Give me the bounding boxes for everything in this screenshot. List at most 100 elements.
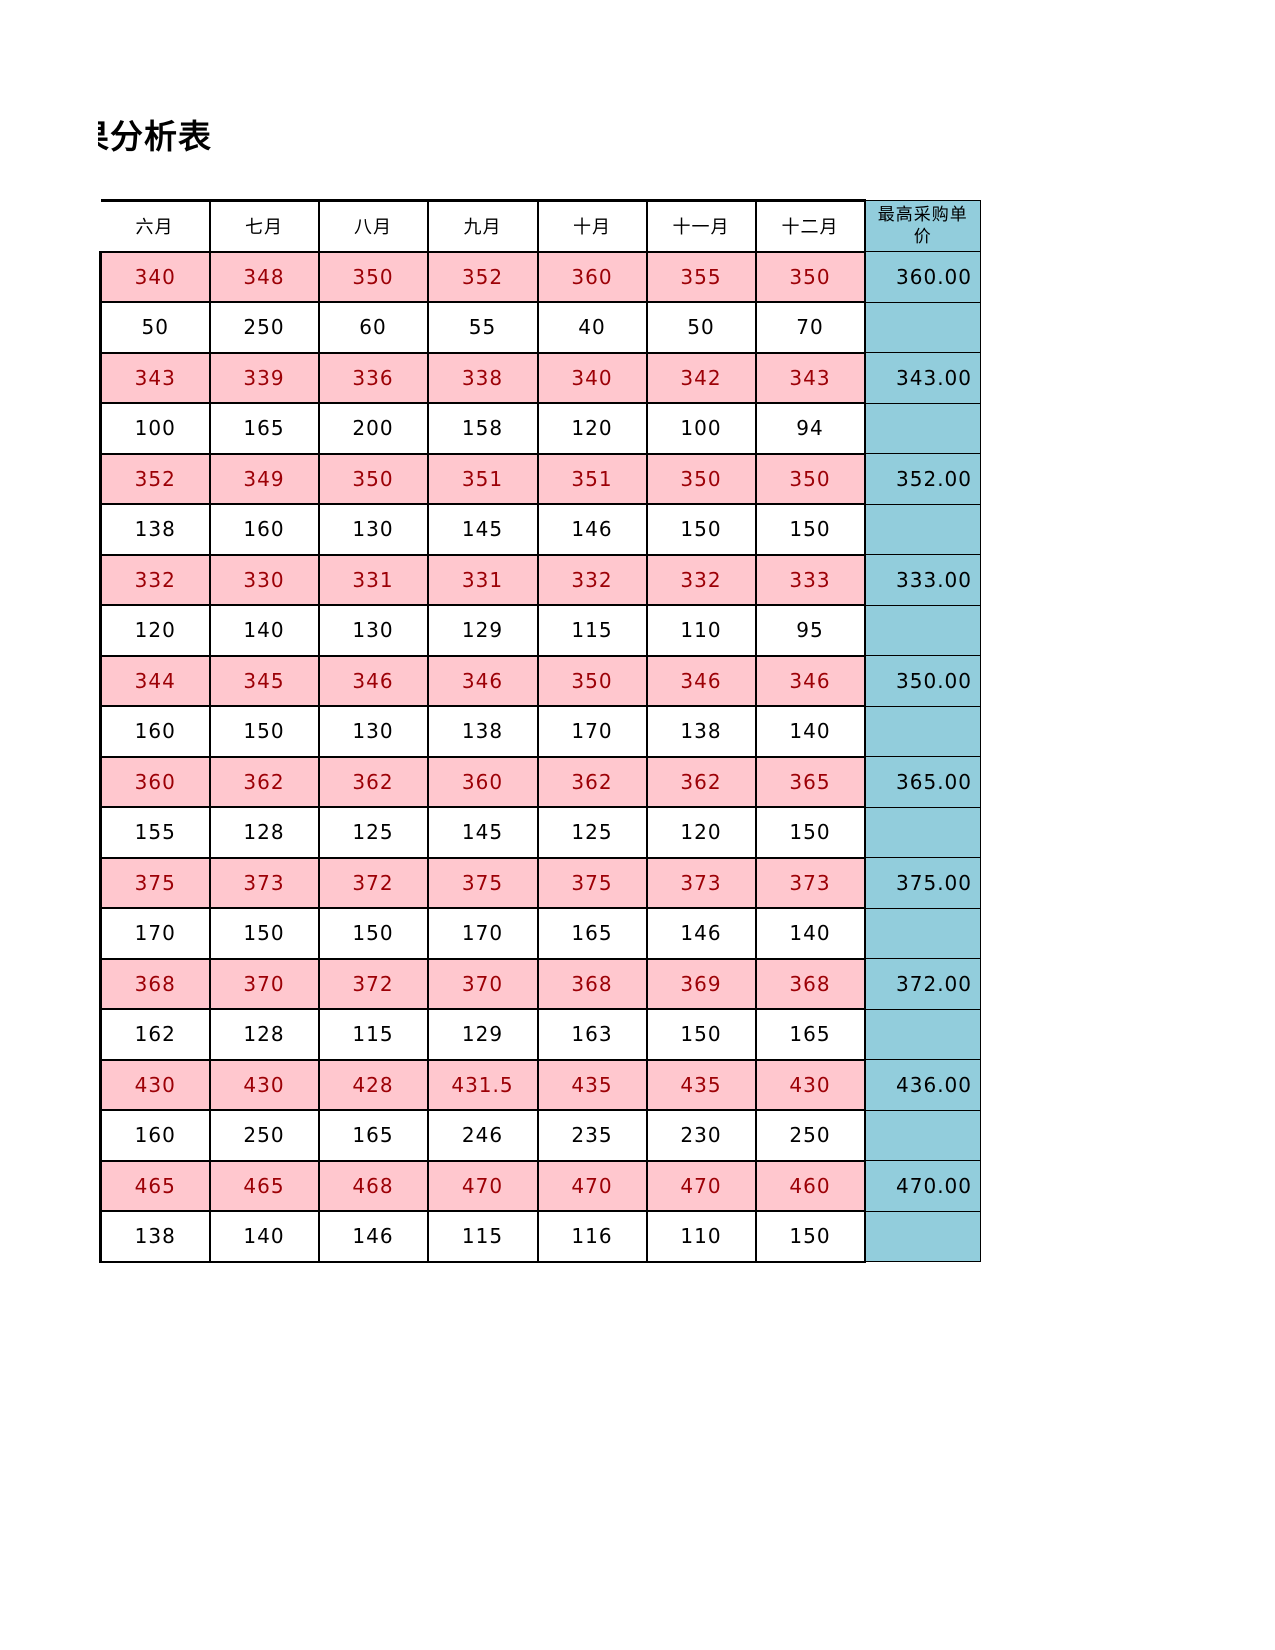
table-cell: 130 bbox=[317, 705, 429, 758]
max-price-cell bbox=[864, 907, 981, 959]
table-cell: 343 bbox=[754, 351, 866, 404]
table-cell: 346 bbox=[317, 654, 429, 707]
table-cell: 145 bbox=[426, 503, 539, 556]
price-row: 368 370 372 370 368 369 368 372.00 bbox=[99, 957, 981, 1010]
quantity-row: 160 150 130 138 170 138 140 bbox=[99, 705, 981, 758]
table-cell: 160 bbox=[99, 705, 211, 758]
table-cell: 435 bbox=[536, 1058, 648, 1111]
table-cell: 332 bbox=[99, 553, 211, 606]
table-cell: 150 bbox=[208, 705, 320, 758]
table-cell: 336 bbox=[317, 351, 429, 404]
table-cell: 170 bbox=[99, 907, 211, 960]
table-cell: 430 bbox=[99, 1058, 211, 1111]
price-row: 344 345 346 346 350 346 346 350.00 bbox=[99, 654, 981, 707]
price-row: 340 348 350 352 360 355 350 360.00 bbox=[99, 250, 981, 303]
purchase-table: 六月 七月 八月 九月 十月 十一月 十二月 最高采购单价 340 348 350 352 360 35… bbox=[99, 199, 981, 1263]
table-cell: 120 bbox=[99, 604, 211, 657]
table-cell: 115 bbox=[426, 1210, 539, 1263]
table-cell: 129 bbox=[426, 604, 539, 657]
price-row: 343 339 336 338 340 342 343 343.00 bbox=[99, 351, 981, 404]
table-cell: 465 bbox=[99, 1159, 211, 1212]
table-cell: 250 bbox=[208, 301, 320, 354]
table-cell: 430 bbox=[208, 1058, 320, 1111]
table-cell: 246 bbox=[426, 1109, 539, 1162]
header-month: 十月 bbox=[536, 199, 648, 253]
quantity-row: 100 165 200 158 120 100 94 bbox=[99, 402, 981, 455]
table-cell: 470 bbox=[645, 1159, 757, 1212]
table-cell: 340 bbox=[536, 351, 648, 404]
header-month: 七月 bbox=[208, 199, 320, 253]
page-title: 果分析表 bbox=[98, 117, 212, 156]
table-cell: 342 bbox=[645, 351, 757, 404]
table-cell: 155 bbox=[99, 806, 211, 859]
table-cell: 140 bbox=[208, 1210, 320, 1263]
table-cell: 350 bbox=[317, 250, 429, 303]
table-cell: 95 bbox=[754, 604, 866, 657]
table-cell: 348 bbox=[208, 250, 320, 303]
table-cell: 110 bbox=[645, 1210, 757, 1263]
header-month: 九月 bbox=[426, 199, 539, 253]
table-cell: 110 bbox=[645, 604, 757, 657]
table-cell: 360 bbox=[99, 755, 211, 808]
table-cell: 129 bbox=[426, 1008, 539, 1061]
table-cell: 140 bbox=[754, 705, 866, 758]
max-price-cell: 375.00 bbox=[864, 857, 981, 909]
table-cell: 120 bbox=[536, 402, 648, 455]
table-cell: 373 bbox=[754, 856, 866, 909]
max-price-cell: 365.00 bbox=[864, 756, 981, 808]
table-cell: 60 bbox=[317, 301, 429, 354]
table-cell: 349 bbox=[208, 452, 320, 505]
table-cell: 158 bbox=[426, 402, 539, 455]
max-price-cell: 333.00 bbox=[864, 554, 981, 606]
table-cell: 140 bbox=[208, 604, 320, 657]
table-cell: 373 bbox=[645, 856, 757, 909]
table-cell: 470 bbox=[426, 1159, 539, 1212]
table-cell: 352 bbox=[99, 452, 211, 505]
table-cell: 331 bbox=[317, 553, 429, 606]
table-cell: 165 bbox=[317, 1109, 429, 1162]
table-cell: 100 bbox=[645, 402, 757, 455]
table-cell: 350 bbox=[317, 452, 429, 505]
quantity-row: 160 250 165 246 235 230 250 bbox=[99, 1109, 981, 1162]
table-cell: 128 bbox=[208, 806, 320, 859]
table-cell: 365 bbox=[754, 755, 866, 808]
table-cell: 125 bbox=[536, 806, 648, 859]
table-cell: 332 bbox=[536, 553, 648, 606]
table-cell: 346 bbox=[754, 654, 866, 707]
table-cell: 346 bbox=[426, 654, 539, 707]
table-cell: 331 bbox=[426, 553, 539, 606]
table-cell: 375 bbox=[536, 856, 648, 909]
header-max-price: 最高采购单价 bbox=[864, 200, 981, 252]
table-cell: 162 bbox=[99, 1008, 211, 1061]
table-cell: 351 bbox=[426, 452, 539, 505]
table-cell: 373 bbox=[208, 856, 320, 909]
max-price-cell bbox=[864, 806, 981, 858]
header-month: 六月 bbox=[100, 199, 211, 253]
table-cell: 343 bbox=[99, 351, 211, 404]
table-cell: 130 bbox=[317, 604, 429, 657]
table-cell: 330 bbox=[208, 553, 320, 606]
table-cell: 150 bbox=[754, 806, 866, 859]
table-cell: 362 bbox=[208, 755, 320, 808]
table-cell: 430 bbox=[754, 1058, 866, 1111]
table-cell: 170 bbox=[536, 705, 648, 758]
max-price-cell bbox=[864, 402, 981, 454]
table-cell: 130 bbox=[317, 503, 429, 556]
table-cell: 355 bbox=[645, 250, 757, 303]
max-price-cell bbox=[864, 503, 981, 555]
table-cell: 340 bbox=[99, 250, 211, 303]
header-month: 八月 bbox=[317, 199, 429, 253]
table-cell: 431.5 bbox=[426, 1058, 539, 1111]
table-cell: 375 bbox=[99, 856, 211, 909]
quantity-row: 155 128 125 145 125 120 150 bbox=[99, 806, 981, 859]
table-cell: 362 bbox=[645, 755, 757, 808]
table-cell: 375 bbox=[426, 856, 539, 909]
table-cell: 368 bbox=[536, 957, 648, 1010]
title-container: 果分析表 bbox=[98, 110, 398, 160]
price-row: 332 330 331 331 332 332 333 333.00 bbox=[99, 553, 981, 606]
quantity-row: 170 150 150 170 165 146 140 bbox=[99, 907, 981, 960]
max-price-cell bbox=[864, 604, 981, 656]
table-cell: 160 bbox=[208, 503, 320, 556]
table-cell: 40 bbox=[536, 301, 648, 354]
table-cell: 120 bbox=[645, 806, 757, 859]
